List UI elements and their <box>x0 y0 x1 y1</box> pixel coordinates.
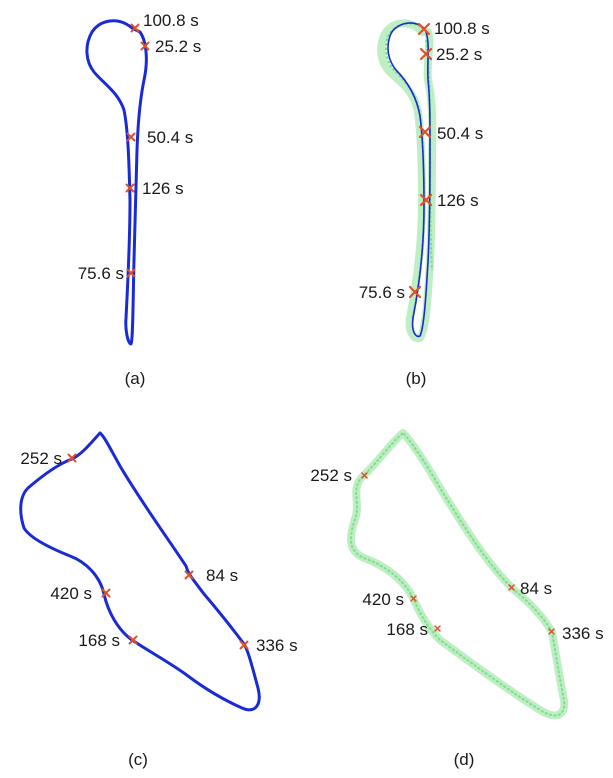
time-marker: 25.2 s <box>140 37 201 56</box>
time-label: 336 s <box>562 624 604 643</box>
time-marker: 420 s <box>50 584 111 603</box>
x-marker <box>126 268 136 278</box>
time-label: 252 s <box>20 449 62 468</box>
x-marker <box>67 453 77 463</box>
x-marker <box>548 628 555 635</box>
time-label: 126 s <box>142 179 184 198</box>
x-marker <box>418 125 432 139</box>
panel-c: 252 s 84 s 420 s 168 s 336 s (c) <box>19 431 298 769</box>
time-label: 336 s <box>256 636 298 655</box>
time-marker: 50.4 s <box>126 128 193 147</box>
panel-a: 100.8 s 25.2 s 50.4 s 126 s 75.6 s (a) <box>78 11 202 388</box>
time-label: 420 s <box>50 584 92 603</box>
time-marker: 252 s <box>310 466 368 485</box>
time-marker: 100.8 s <box>417 19 490 38</box>
x-marker <box>419 47 433 61</box>
x-marker <box>410 595 417 602</box>
time-marker: 336 s <box>239 636 298 655</box>
panel-d-estimate-band <box>347 429 569 720</box>
time-marker: 126 s <box>419 191 479 210</box>
x-marker <box>140 41 150 51</box>
x-marker <box>361 472 368 479</box>
panel-b-markers: 100.8 s 25.2 s 50.4 s 126 s 75.6 s <box>359 19 490 302</box>
time-marker: 84 s <box>508 579 552 598</box>
panel-d-caption: (d) <box>454 750 475 769</box>
time-marker: 420 s <box>362 590 417 609</box>
panel-c-trajectory <box>19 431 261 712</box>
time-label: 168 s <box>78 631 120 650</box>
x-marker <box>126 132 136 142</box>
time-label: 25.2 s <box>155 37 201 56</box>
x-marker <box>408 285 422 299</box>
time-marker: 84 s <box>184 566 238 585</box>
x-marker <box>101 588 111 598</box>
x-marker <box>434 625 441 632</box>
time-label: 420 s <box>362 590 404 609</box>
x-marker <box>417 22 431 36</box>
time-label: 252 s <box>310 466 352 485</box>
time-label: 100.8 s <box>434 19 490 38</box>
time-marker: 168 s <box>386 620 441 639</box>
time-marker: 252 s <box>20 449 77 468</box>
panel-d: 252 s 84 s 420 s 168 s 336 s (d) <box>310 429 604 769</box>
x-marker <box>125 183 135 193</box>
time-label: 50.4 s <box>437 124 483 143</box>
time-label: 75.6 s <box>359 283 405 302</box>
time-marker: 336 s <box>548 624 604 643</box>
panel-b-trajectory <box>387 22 431 338</box>
panel-a-caption: (a) <box>125 369 146 388</box>
time-label: 75.6 s <box>78 264 124 283</box>
time-marker: 75.6 s <box>78 264 136 283</box>
time-label: 100.8 s <box>143 11 199 30</box>
time-marker: 168 s <box>78 631 138 650</box>
time-label: 84 s <box>206 566 238 585</box>
time-label: 168 s <box>386 620 428 639</box>
x-marker <box>419 193 433 207</box>
time-label: 126 s <box>437 191 479 210</box>
time-label: 25.2 s <box>436 45 482 64</box>
x-marker <box>184 570 194 580</box>
panel-a-trajectory <box>85 19 148 346</box>
x-marker <box>130 23 140 33</box>
panel-d-markers: 252 s 84 s 420 s 168 s 336 s <box>310 466 603 643</box>
panel-b-caption: (b) <box>406 369 427 388</box>
x-marker <box>239 640 249 650</box>
time-marker: 75.6 s <box>359 283 422 302</box>
panel-c-markers: 252 s 84 s 420 s 168 s 336 s <box>20 449 297 655</box>
time-label: 50.4 s <box>147 128 193 147</box>
panel-c-caption: (c) <box>128 750 148 769</box>
panel-b-estimate-band <box>377 19 437 343</box>
time-marker: 50.4 s <box>418 124 483 143</box>
panel-a-markers: 100.8 s 25.2 s 50.4 s 126 s 75.6 s <box>78 11 202 283</box>
panel-b: 100.8 s 25.2 s 50.4 s 126 s 75.6 s (b) <box>359 19 490 388</box>
time-marker: 126 s <box>125 179 184 198</box>
time-label: 84 s <box>520 579 552 598</box>
time-marker: 100.8 s <box>130 11 199 33</box>
time-marker: 25.2 s <box>419 45 482 64</box>
panel-d-estimate-thin <box>350 432 566 717</box>
x-marker <box>128 635 138 645</box>
x-marker <box>508 584 515 591</box>
